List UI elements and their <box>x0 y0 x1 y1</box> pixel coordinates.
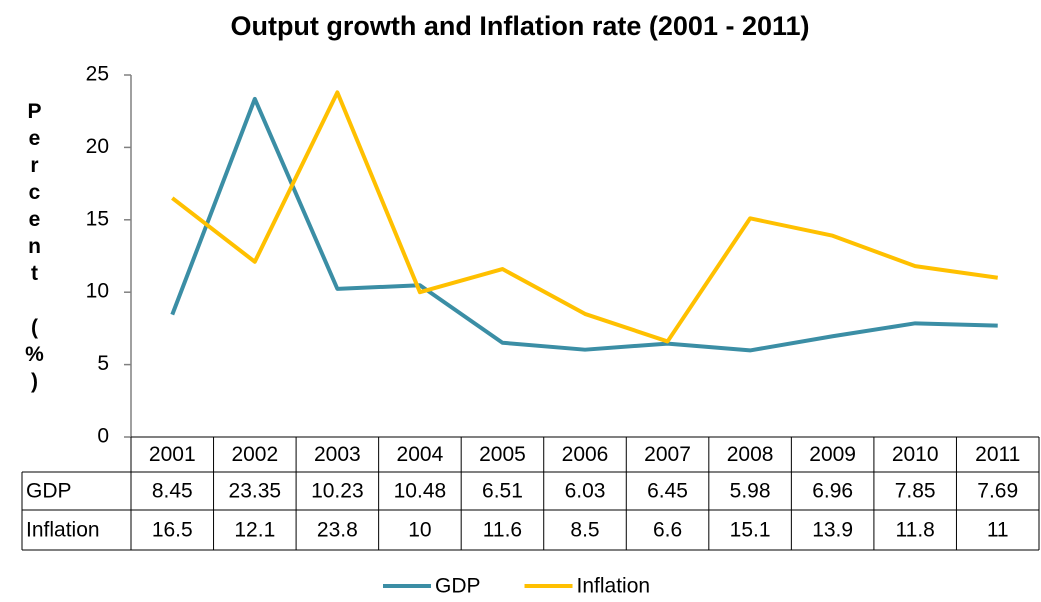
table-cell: 7.85 <box>895 480 936 503</box>
table-cell: 8.5 <box>570 519 599 542</box>
x-tick-label: 2004 <box>397 443 444 466</box>
table-cell: 13.9 <box>812 519 853 542</box>
y-tick-label: 25 <box>86 63 109 86</box>
table-cell: 5.98 <box>730 480 771 503</box>
table-cell: 6.96 <box>812 480 853 503</box>
table-cell: 15.1 <box>730 519 771 542</box>
chart-title: Output growth and Inflation rate (2001 -… <box>230 11 809 41</box>
table-cell: 10.48 <box>394 480 447 503</box>
x-tick-label: 2009 <box>809 443 856 466</box>
table-cell: 11.6 <box>483 519 522 542</box>
y-tick-label: 0 <box>97 425 109 448</box>
table-cell: 10 <box>408 519 431 542</box>
y-tick-label: 5 <box>97 352 109 375</box>
x-tick-label: 2001 <box>149 443 196 466</box>
y-axis-label: Percent (%) <box>23 100 46 397</box>
x-tick-label: 2003 <box>314 443 361 466</box>
x-tick-label: 2011 <box>975 443 1020 466</box>
table-cell: 23.35 <box>229 480 282 503</box>
x-tick-label: 2002 <box>231 443 278 466</box>
table-cell: 8.45 <box>152 480 193 503</box>
table-cell: 12.1 <box>234 519 275 542</box>
x-tick-label: 2005 <box>479 443 526 466</box>
line-series <box>170 96 998 353</box>
y-tick-label: 15 <box>86 207 109 230</box>
table-cell: 16.5 <box>152 519 193 542</box>
x-tick-label: 2007 <box>644 443 691 466</box>
table-cell: 6.45 <box>647 480 688 503</box>
x-tick-label: 2010 <box>892 443 939 466</box>
table-row-label: GDP <box>26 480 72 503</box>
y-tick-label: 10 <box>86 280 109 303</box>
x-tick-label: 2006 <box>562 443 609 466</box>
line-series <box>171 90 999 344</box>
table-row-label: Inflation <box>26 519 100 542</box>
y-tick-label: 20 <box>86 135 109 158</box>
legend-label: Inflation <box>577 575 651 598</box>
table-cell: 7.69 <box>977 480 1018 503</box>
x-tick-label: 2008 <box>727 443 774 466</box>
table-cell: 23.8 <box>317 519 358 542</box>
table-cell: 6.6 <box>653 519 682 542</box>
table-cell: 6.51 <box>482 480 523 503</box>
legend-label: GDP <box>435 575 481 598</box>
table-cell: 6.03 <box>565 480 606 503</box>
table-cell: 10.23 <box>311 480 364 503</box>
table-cell: 11 <box>987 519 1009 542</box>
table-cell: 11.8 <box>896 519 935 542</box>
